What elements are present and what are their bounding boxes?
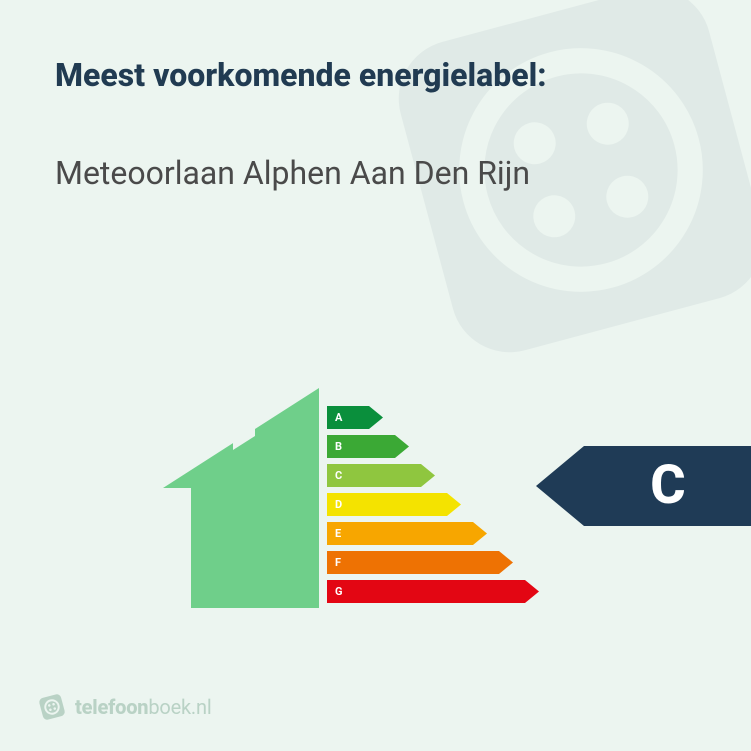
bar-shape: [327, 493, 461, 516]
brand-icon: [35, 690, 69, 724]
bar-label: B: [335, 435, 342, 458]
page-title: Meest voorkomende energielabel:: [55, 55, 696, 97]
bar-label: A: [335, 406, 342, 429]
location-subtitle: Meteoorlaan Alphen Aan Den Rijn: [55, 152, 615, 195]
bar-shape: [327, 522, 487, 545]
bar-label: F: [335, 551, 341, 574]
bar-label: G: [335, 580, 343, 603]
content-area: Meest voorkomende energielabel: Meteoorl…: [0, 0, 751, 195]
bar-label: E: [335, 522, 341, 545]
bar-shape: [327, 551, 513, 574]
brand-text: telefoonboek.nl: [75, 695, 212, 719]
bar-label: C: [335, 464, 342, 487]
energy-badge: C: [526, 446, 751, 526]
brand-text-bold: telefoon: [75, 695, 148, 719]
energy-badge-letter: C: [608, 446, 728, 526]
bar-shape: [327, 464, 435, 487]
bar-shape: [327, 580, 539, 603]
footer-brand: telefoonboek.nl: [38, 693, 212, 721]
brand-text-light: boek.nl: [148, 695, 211, 719]
bar-label: D: [335, 493, 342, 516]
house-icon: [163, 388, 319, 608]
energy-label-chart: ABCDEFG C: [0, 388, 751, 608]
